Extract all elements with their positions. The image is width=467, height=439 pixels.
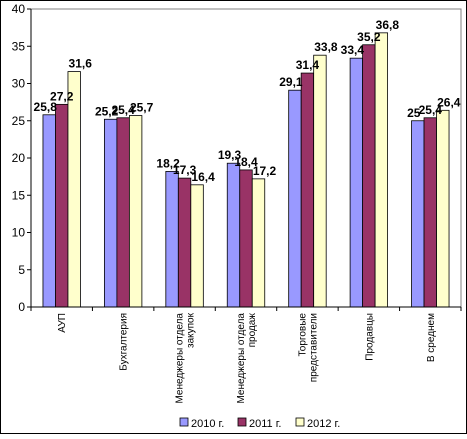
data-label-2-7: 25,4 — [419, 103, 443, 117]
y-tick-label: 40 — [12, 2, 26, 16]
legend-swatch-1 — [179, 417, 189, 427]
y-tick-label: 30 — [12, 77, 26, 91]
bar-3-2 — [128, 115, 143, 308]
y-tick-label: 35 — [12, 39, 26, 53]
x-category-label: Бухгалтерия — [119, 313, 130, 371]
x-category-label-line: Менеджеры отдела — [236, 313, 247, 404]
data-label-1-3: 18,2 — [156, 156, 180, 170]
data-label-1-7: 25 — [407, 106, 421, 120]
x-category-label-line: Бухгалтерия — [119, 313, 130, 371]
data-labels-group: 25,8 25,2 18,2 19,3 29,1 33,4 25 27,2 25,4 17,3 18… — [34, 18, 461, 184]
bar-3-5 — [313, 54, 327, 308]
data-label-1-6: 33,4 — [341, 43, 365, 57]
x-category-label-line: закупок — [186, 312, 197, 348]
bar-2-3 — [177, 177, 192, 308]
data-label-1-1: 25,8 — [34, 100, 58, 114]
legend-label-1: 2010 г. — [191, 418, 224, 430]
data-label-3-2: 25,7 — [130, 101, 154, 115]
data-label-3-1: 31,6 — [69, 57, 93, 71]
x-category-label-line: продаж — [247, 313, 258, 348]
x-category-label: Менеджеры отдела закупок — [175, 312, 197, 403]
y-tick-label: 0 — [18, 300, 25, 314]
bar-2-4 — [239, 169, 253, 308]
data-label-2-6: 35,2 — [357, 30, 381, 44]
data-label-2-4: 18,4 — [234, 155, 258, 169]
legend-swatch-2 — [237, 417, 247, 427]
bar-1-1 — [42, 114, 56, 308]
legend-label-3: 2012 г. — [307, 418, 340, 430]
y-tick-label: 15 — [12, 188, 26, 202]
bar-1-5 — [288, 89, 302, 308]
data-label-3-6: 36,8 — [376, 18, 400, 32]
bar-1-6 — [349, 57, 364, 308]
bar-2-7 — [423, 117, 437, 308]
y-axis: 0 5 10 15 20 25 30 35 40 — [12, 2, 32, 314]
legend-swatch-3 — [295, 417, 305, 427]
bar-1-7 — [411, 120, 425, 308]
data-label-2-2: 25,4 — [111, 103, 135, 117]
data-label-2-5: 31,4 — [296, 58, 320, 72]
bar-1-4 — [226, 162, 241, 308]
data-label-1-2: 25,2 — [95, 104, 119, 118]
data-label-3-4: 17,2 — [253, 164, 277, 178]
x-category-label-line: В среднем — [426, 313, 437, 362]
data-label-3-7: 26,4 — [437, 95, 461, 109]
data-label-1-4: 19,3 — [218, 148, 242, 162]
y-tick-label: 10 — [12, 226, 26, 240]
x-category-label-line: Менеджеры отдела — [175, 313, 186, 404]
bar-3-4 — [251, 178, 266, 308]
legend-label-2: 2011 г. — [249, 418, 281, 430]
bars-group — [42, 32, 450, 308]
bar-3-3 — [190, 184, 204, 308]
bar-3-7 — [436, 109, 450, 308]
x-category-label: В среднем — [426, 313, 437, 362]
bar-2-5 — [300, 72, 315, 308]
x-axis: АУП Бухгалтерия Менеджеры отдела закупок Мен… — [30, 306, 462, 404]
legend: 2010 г. 2011 г. 2012 г. — [179, 417, 340, 430]
bar-2-6 — [362, 44, 376, 308]
bar-2-2 — [116, 117, 130, 308]
x-category-label-line: представители — [308, 313, 319, 382]
x-category-label: Продавцы — [364, 313, 375, 361]
x-category-label: Торговые представители — [297, 313, 319, 383]
data-label-2-1: 27,2 — [50, 89, 74, 103]
x-category-label-line: Продавцы — [364, 313, 375, 361]
bar-2-1 — [55, 103, 69, 308]
x-category-label-line: Торговые — [297, 313, 308, 357]
x-category-label: Менеджеры отдела продаж — [236, 313, 258, 404]
bar-3-1 — [67, 71, 81, 308]
data-label-2-3: 17,3 — [173, 163, 197, 177]
x-category-label-line: АУП — [57, 313, 68, 333]
y-tick-label: 5 — [18, 263, 25, 277]
y-tick-label: 20 — [12, 151, 26, 165]
data-label-3-3: 16,4 — [191, 170, 215, 184]
data-label-3-5: 33,8 — [314, 40, 338, 54]
bar-1-2 — [103, 118, 118, 308]
bar-3-6 — [374, 32, 389, 308]
y-tick-label: 25 — [12, 114, 26, 128]
x-category-label: АУП — [57, 313, 68, 333]
data-label-1-5: 29,1 — [279, 75, 303, 89]
bar-1-3 — [165, 171, 179, 308]
